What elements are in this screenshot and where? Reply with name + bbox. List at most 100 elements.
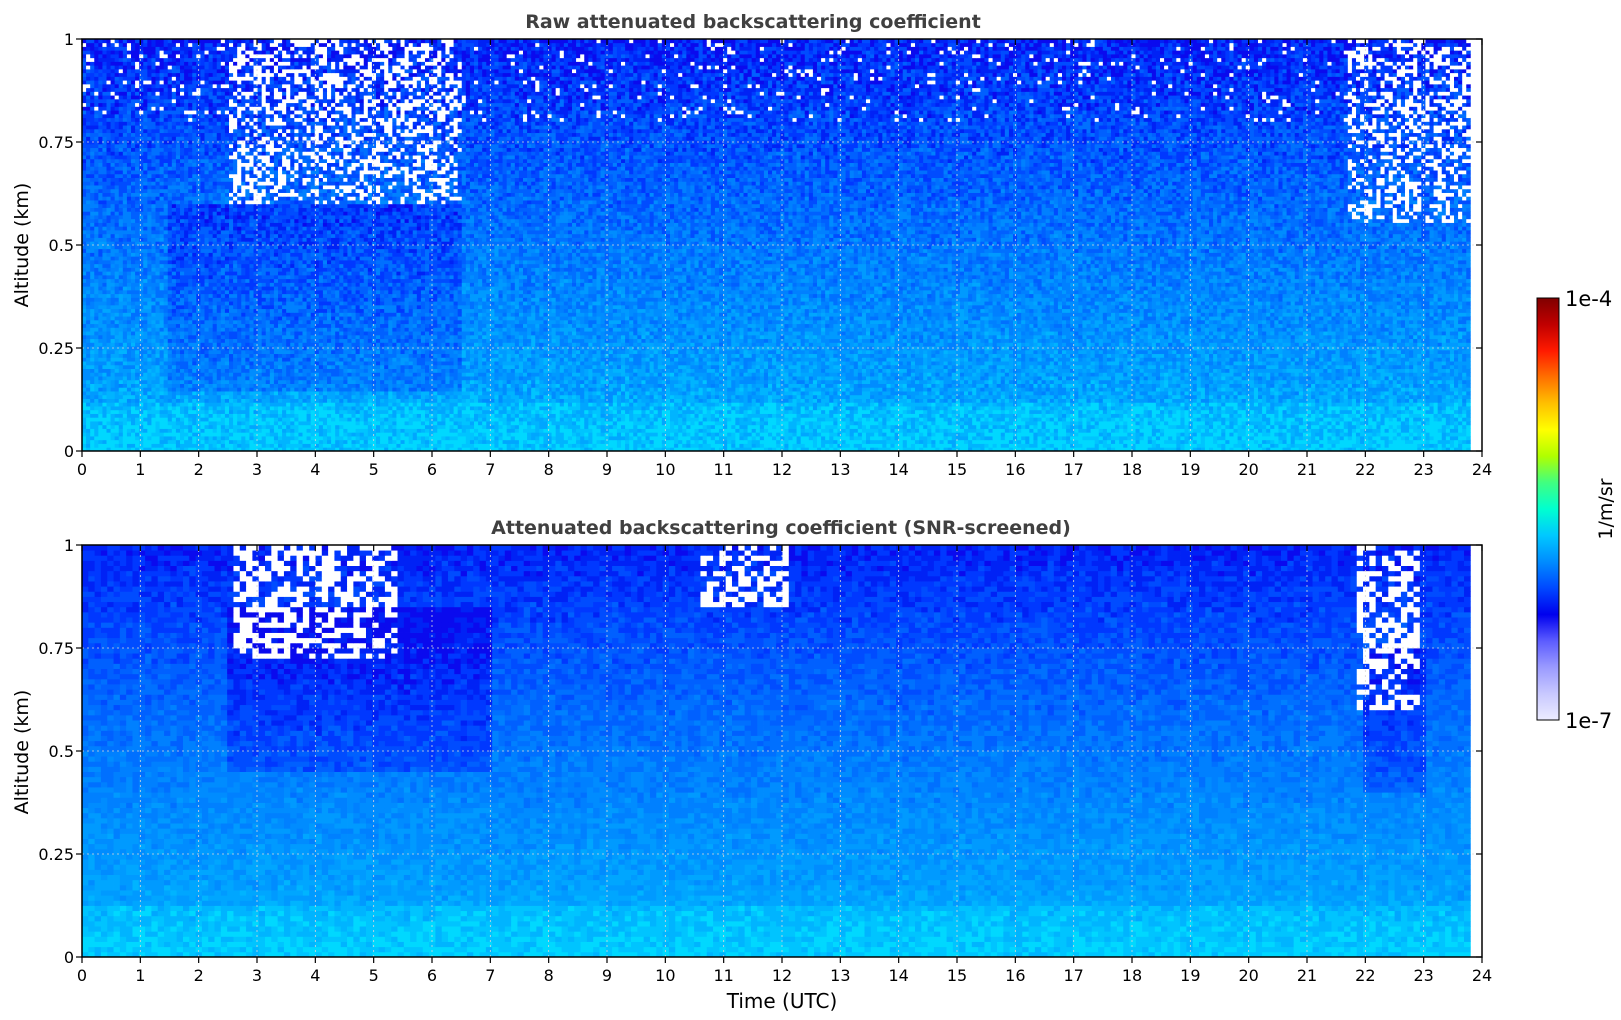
heatmap-cell — [817, 436, 821, 440]
heatmap-cell — [891, 421, 895, 425]
heatmap-cell — [107, 444, 111, 448]
heatmap-cell — [707, 421, 711, 425]
heatmap-cell — [1107, 436, 1111, 440]
heatmap-cell — [760, 436, 764, 440]
heatmap-cell — [535, 436, 539, 440]
heatmap-cell — [1466, 440, 1470, 444]
heatmap-cell — [1393, 432, 1397, 436]
heatmap-cell — [156, 436, 160, 440]
heatmap-cell — [564, 436, 568, 440]
heatmap-cell — [744, 421, 748, 425]
heatmap-cell — [376, 440, 380, 444]
heatmap-cell — [1152, 436, 1156, 440]
heatmap-cell — [797, 444, 801, 448]
heatmap-cell — [262, 429, 266, 433]
heatmap-cell — [458, 425, 462, 429]
heatmap-cell — [1405, 440, 1409, 444]
heatmap-cell — [225, 429, 229, 433]
heatmap-cell — [666, 429, 670, 433]
heatmap-cell — [1446, 425, 1450, 429]
heatmap-cell — [445, 444, 449, 448]
heatmap-cell — [1323, 440, 1327, 444]
heatmap-cell — [956, 436, 960, 440]
heatmap-cell — [976, 444, 980, 448]
heatmap-cell — [1009, 429, 1013, 433]
heatmap-cell — [1376, 425, 1380, 429]
heatmap-cell — [609, 440, 613, 444]
heatmap-cell — [711, 436, 715, 440]
heatmap-cell — [1278, 444, 1282, 448]
heatmap-cell — [1278, 429, 1282, 433]
heatmap-cell — [192, 432, 196, 436]
heatmap-cell — [233, 432, 237, 436]
heatmap-cell — [1332, 444, 1336, 448]
heatmap-cell — [384, 421, 388, 425]
heatmap-cell — [776, 432, 780, 436]
heatmap-cell — [376, 421, 380, 425]
heatmap-cell — [817, 425, 821, 429]
heatmap-cell — [258, 421, 262, 425]
heatmap-cell — [1229, 429, 1233, 433]
heatmap-cell — [1229, 425, 1233, 429]
heatmap-cell — [658, 436, 662, 440]
heatmap-cell — [1254, 436, 1258, 440]
heatmap-cell — [1148, 436, 1152, 440]
heatmap-cell — [597, 444, 601, 448]
heatmap-cell — [327, 436, 331, 440]
heatmap-cell — [989, 429, 993, 433]
heatmap-cell — [764, 440, 768, 444]
heatmap-cell — [809, 432, 813, 436]
heatmap-cell — [650, 421, 654, 425]
heatmap-cell — [584, 432, 588, 436]
heatmap-cell — [147, 436, 151, 440]
heatmap-cell — [997, 429, 1001, 433]
heatmap-cell — [646, 421, 650, 425]
heatmap-cell — [976, 436, 980, 440]
heatmap-cell — [1189, 440, 1193, 444]
heatmap-cell — [1278, 432, 1282, 436]
heatmap-cell — [1111, 429, 1115, 433]
heatmap-cell — [1095, 429, 1099, 433]
heatmap-cell — [127, 436, 131, 440]
heatmap-cell — [86, 429, 90, 433]
heatmap-cell — [1205, 440, 1209, 444]
heatmap-cell — [915, 444, 919, 448]
heatmap-cell — [592, 444, 596, 448]
heatmap-cell — [139, 421, 143, 425]
heatmap-cell — [539, 432, 543, 436]
heatmap-cell — [413, 444, 417, 448]
heatmap-cell — [735, 421, 739, 425]
heatmap-cell — [654, 432, 658, 436]
heatmap-cell — [119, 444, 123, 448]
heatmap-cell — [127, 429, 131, 433]
heatmap-cell — [556, 421, 560, 425]
heatmap-cell — [1274, 432, 1278, 436]
heatmap-cell — [1315, 425, 1319, 429]
heatmap-cell — [1393, 425, 1397, 429]
heatmap-cell — [919, 425, 923, 429]
heatmap-cell — [1225, 425, 1229, 429]
heatmap-cell — [976, 425, 980, 429]
heatmap-cell — [441, 432, 445, 436]
heatmap-cell — [1033, 436, 1037, 440]
heatmap-cell — [927, 425, 931, 429]
heatmap-cell — [339, 440, 343, 444]
heatmap-cell — [298, 429, 302, 433]
heatmap-cell — [858, 440, 862, 444]
heatmap-cell — [1180, 432, 1184, 436]
heatmap-cell — [278, 432, 282, 436]
heatmap-cell — [290, 421, 294, 425]
heatmap-cell — [576, 429, 580, 433]
heatmap-cell — [151, 440, 155, 444]
heatmap-cell — [364, 429, 368, 433]
heatmap-cell — [1266, 444, 1270, 448]
heatmap-cell — [282, 436, 286, 440]
heatmap-cell — [784, 425, 788, 429]
heatmap-cell — [1119, 429, 1123, 433]
heatmap-cell — [952, 429, 956, 433]
heatmap-cell — [805, 432, 809, 436]
heatmap-cell — [237, 432, 241, 436]
heatmap-cell — [1148, 429, 1152, 433]
heatmap-cell — [127, 440, 131, 444]
heatmap-cell — [1017, 421, 1021, 425]
